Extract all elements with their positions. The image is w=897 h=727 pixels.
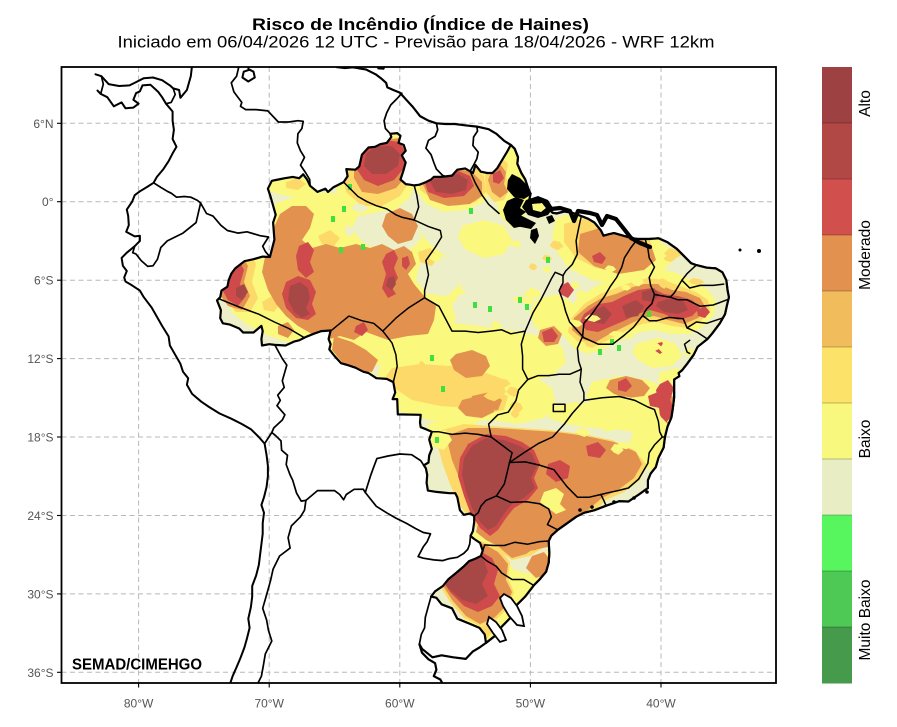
svg-text:Alto: Alto	[857, 90, 874, 117]
svg-text:36°S: 36°S	[27, 666, 53, 680]
svg-text:Muito Baixo: Muito Baixo	[857, 580, 874, 661]
svg-text:70°W: 70°W	[254, 697, 284, 711]
svg-text:0°: 0°	[42, 195, 54, 209]
svg-text:Moderado: Moderado	[857, 220, 874, 290]
svg-text:Iniciado em 06/04/2026 12 UTC: Iniciado em 06/04/2026 12 UTC - Previsão…	[118, 33, 715, 52]
svg-text:6°S: 6°S	[34, 274, 53, 288]
svg-text:Baixo: Baixo	[857, 420, 874, 459]
svg-text:30°S: 30°S	[27, 587, 53, 601]
svg-text:18°S: 18°S	[27, 431, 53, 445]
svg-text:50°W: 50°W	[516, 697, 546, 711]
svg-text:80°W: 80°W	[124, 697, 154, 711]
svg-text:40°W: 40°W	[646, 697, 676, 711]
svg-text:SEMAD/CIMEHGO: SEMAD/CIMEHGO	[72, 657, 202, 674]
svg-text:60°W: 60°W	[385, 697, 415, 711]
svg-text:Risco de Incêndio (Índice de H: Risco de Incêndio (Índice de Haines)	[252, 15, 589, 34]
svg-text:6°N: 6°N	[33, 117, 53, 131]
svg-text:24°S: 24°S	[27, 509, 53, 523]
svg-text:12°S: 12°S	[27, 352, 53, 366]
